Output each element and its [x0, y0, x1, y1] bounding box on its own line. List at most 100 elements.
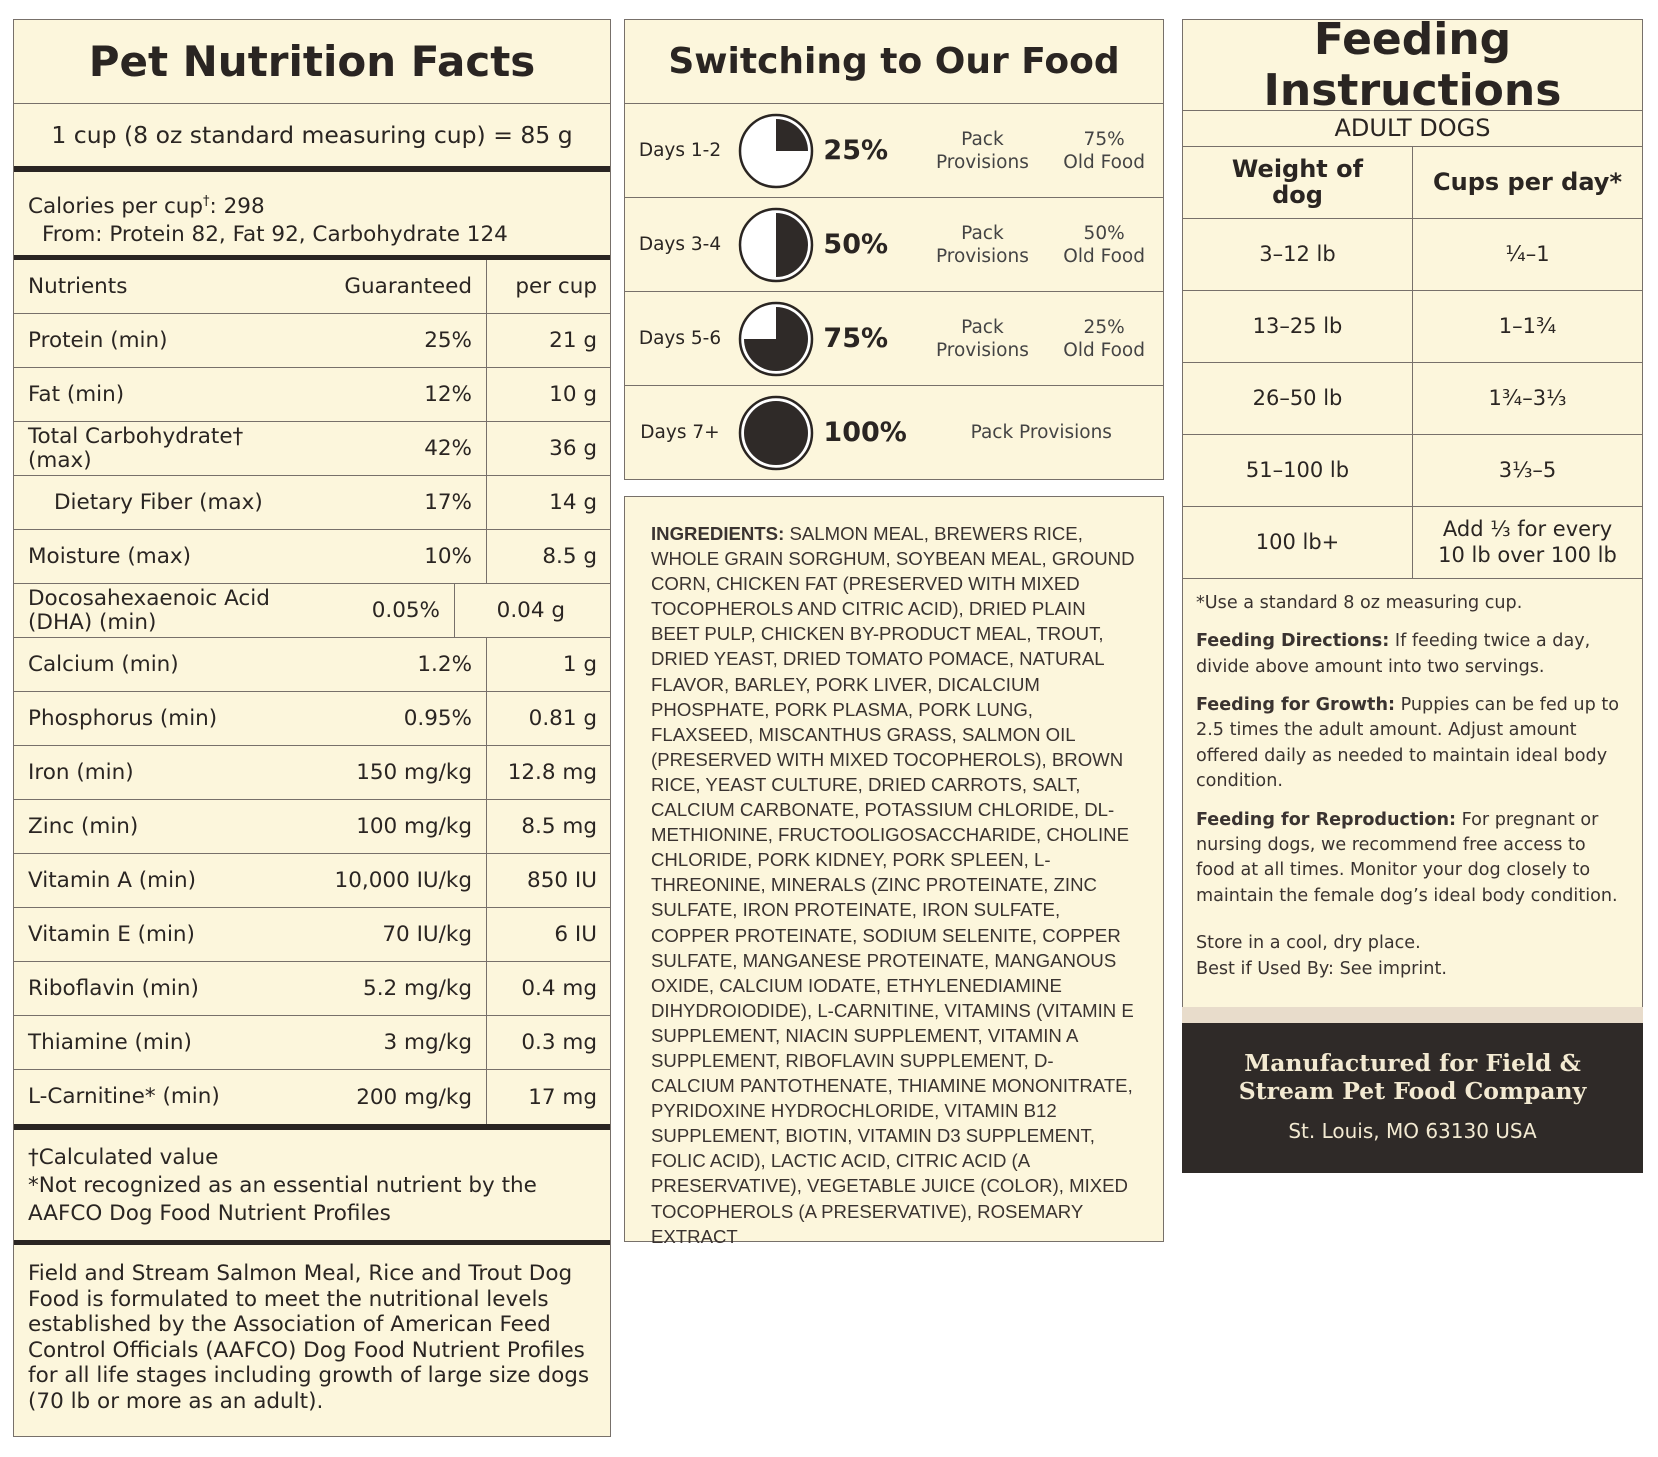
footnote: †Calculated value: [28, 1145, 219, 1170]
direction: Feeding for Reproduction: For pregnant o…: [1196, 808, 1629, 910]
calories-from: From: Protein 82, Fat 92, Carbohydrate 1…: [42, 222, 508, 248]
nutrient-row: Dietary Fiber (max) 17% 14 g: [14, 476, 610, 530]
nutrient-header: Nutrients Guaranteed per cup: [14, 260, 610, 314]
note: *Use a standard 8 oz measuring cup.: [1196, 592, 1523, 613]
old-food-line: 50%: [1083, 222, 1125, 244]
pie: [738, 207, 814, 282]
pie: [738, 395, 814, 470]
nutrient-row: Phosphorus (min) 0.95% 0.81 g: [14, 692, 610, 746]
footnotes: †Calculated value *Not recognized as an e…: [14, 1124, 610, 1240]
guaranteed: 0.05%: [371, 598, 440, 623]
per-cup: 0.4 mg: [486, 962, 610, 1015]
nutrient-table: Nutrients Guaranteed per cup Protein (min) 2…: [14, 260, 610, 1124]
guaranteed: 42%: [424, 436, 472, 461]
new-food-line: Pack: [961, 128, 1004, 150]
feeding-row: 13–25 lb 1–1¾: [1183, 290, 1642, 363]
percent: 25%: [823, 135, 889, 166]
feeding-notes: *Use a standard 8 oz measuring cup. Feedi…: [1183, 579, 1642, 1007]
nutrient-name: Protein (min): [28, 327, 168, 353]
header-cell: Weight of dog: [1231, 155, 1364, 210]
nutrient-name: Total Carbohydrate† (max): [28, 423, 244, 473]
header-cell: Cups per day*: [1412, 146, 1642, 218]
per-cup: 12.8 mg: [486, 746, 610, 799]
pie: [738, 113, 814, 188]
nutrient-name: Fat (min): [28, 381, 125, 407]
guaranteed: 100 mg/kg: [356, 814, 472, 839]
guaranteed: 200 mg/kg: [356, 1084, 472, 1110]
nutrient-name: Vitamin E (min): [28, 921, 195, 947]
nutrient-row: Iron (min) 150 mg/kg 12.8 mg: [14, 746, 610, 800]
per-cup: 8.5 g: [486, 530, 610, 583]
feeding-subtitle: ADULT DOGS: [1183, 111, 1642, 147]
old-food-line: Old Food: [1063, 151, 1145, 173]
percent: 100%: [823, 417, 907, 448]
new-food-line: Provisions: [935, 339, 1029, 361]
guaranteed: 70 IU/kg: [382, 922, 472, 947]
nutrient-row: Vitamin E (min) 70 IU/kg 6 IU: [14, 908, 610, 962]
feeding-cell: Add ⅓ for every 10 lb over 100 lb: [1412, 506, 1642, 578]
nutrient-row: Protein (min) 25% 21 g: [14, 314, 610, 368]
feeding-cell: 100 lb+: [1255, 530, 1340, 555]
days: Days 3-4: [638, 234, 722, 255]
feeding-title: Feeding Instructions: [1183, 14, 1642, 116]
nutrient-name: Calcium (min): [28, 651, 179, 677]
ingredients-label: INGREDIENTS:: [651, 523, 785, 544]
nutrient-row: Calcium (min) 1.2% 1 g: [14, 638, 610, 692]
old-food-line: Old Food: [1063, 245, 1145, 267]
switching-title: Switching to Our Food: [625, 20, 1163, 104]
old-food: 50% Old Food: [1045, 222, 1163, 268]
storage-line: Store in a cool, dry place.: [1196, 933, 1421, 954]
percent: 75%: [823, 323, 889, 354]
new-food: Pack Provisions: [920, 128, 1046, 174]
switch-row: Days 1-2 25% Pack Provisions 75% Old Food: [625, 104, 1163, 198]
nutrient-row: Thiamine (min) 3 mg/kg 0.3 mg: [14, 1016, 610, 1070]
guaranteed: 150 mg/kg: [356, 760, 472, 785]
pie-slice: [775, 212, 808, 277]
nutrient-name: Moisture (max): [28, 543, 191, 569]
switching-panel: Switching to Our Food Days 1-2 25% Pack Pro…: [624, 19, 1164, 480]
nutrient-name: Zinc (min): [28, 813, 139, 839]
calories-mark: †: [203, 194, 210, 209]
ingredients-panel: INGREDIENTS: SALMON MEAL, BREWERS RICE, …: [624, 496, 1164, 1247]
feeding-panel: Feeding Instructions ADULT DOGS Weight o…: [1182, 14, 1643, 1008]
direction-label: Feeding for Growth:: [1196, 694, 1396, 715]
nutrient-name: Vitamin A (min): [28, 867, 197, 893]
percent: 50%: [823, 229, 889, 260]
pie: [738, 301, 814, 376]
per-cup: 0.04 g: [454, 584, 578, 637]
nutrient-name: Dietary Fiber (max): [54, 489, 263, 515]
footnote: *Not recognized as an essential nutrient…: [28, 1173, 537, 1226]
days: Days 1-2: [638, 140, 722, 161]
nutrient-name: Thiamine (min): [28, 1029, 192, 1055]
header-cell: Guaranteed: [344, 274, 472, 299]
nutrition-panel: Pet Nutrition Facts 1 cup (8 oz standard…: [13, 19, 611, 1437]
guaranteed: 25%: [424, 328, 472, 353]
days: Days 7+: [640, 422, 720, 443]
feeding-header: Weight of dog Cups per day*: [1183, 146, 1642, 219]
per-cup: 850 IU: [486, 854, 610, 907]
feeding-cell: 51–100 lb: [1245, 458, 1350, 483]
per-cup: 10 g: [486, 368, 610, 421]
old-food-line: 75%: [1083, 128, 1125, 150]
calories: Calories per cup†: 298 From: Protein 82,…: [14, 172, 610, 260]
new-food-line: Pack Provisions: [970, 422, 1112, 443]
feeding-cell: 1¾–3⅓: [1412, 362, 1642, 434]
guaranteed: 3 mg/kg: [383, 1030, 472, 1055]
new-food: Pack Provisions: [920, 316, 1046, 362]
storage-line: Best if Used By: See imprint.: [1196, 958, 1447, 979]
feeding-row: 3–12 lb ¼–1: [1183, 218, 1642, 291]
calories-label: Calories per cup: [28, 194, 204, 220]
nutrient-row: Vitamin A (min) 10,000 IU/kg 850 IU: [14, 854, 610, 908]
feeding-cell: 26–50 lb: [1252, 386, 1343, 411]
per-cup: 17 mg: [486, 1070, 610, 1124]
per-cup: 0.81 g: [486, 692, 610, 745]
direction: Feeding for Growth: Puppies can be fed u…: [1196, 693, 1629, 795]
guaranteed: 12%: [424, 382, 472, 407]
manufacturer-box: Manufactured for Field & Stream Pet Food…: [1182, 1007, 1643, 1173]
nutrient-row: Docosahexaenoic Acid (DHA) (min) 0.05% 0.0…: [14, 584, 610, 638]
switch-row: Days 5-6 75% Pack Provisions 25% Old Food: [625, 292, 1163, 386]
calories-value: : 298: [209, 194, 265, 220]
switch-row: Days 3-4 50% Pack Provisions 50% Old Food: [625, 198, 1163, 292]
feeding-row: 26–50 lb 1¾–3⅓: [1183, 362, 1642, 435]
